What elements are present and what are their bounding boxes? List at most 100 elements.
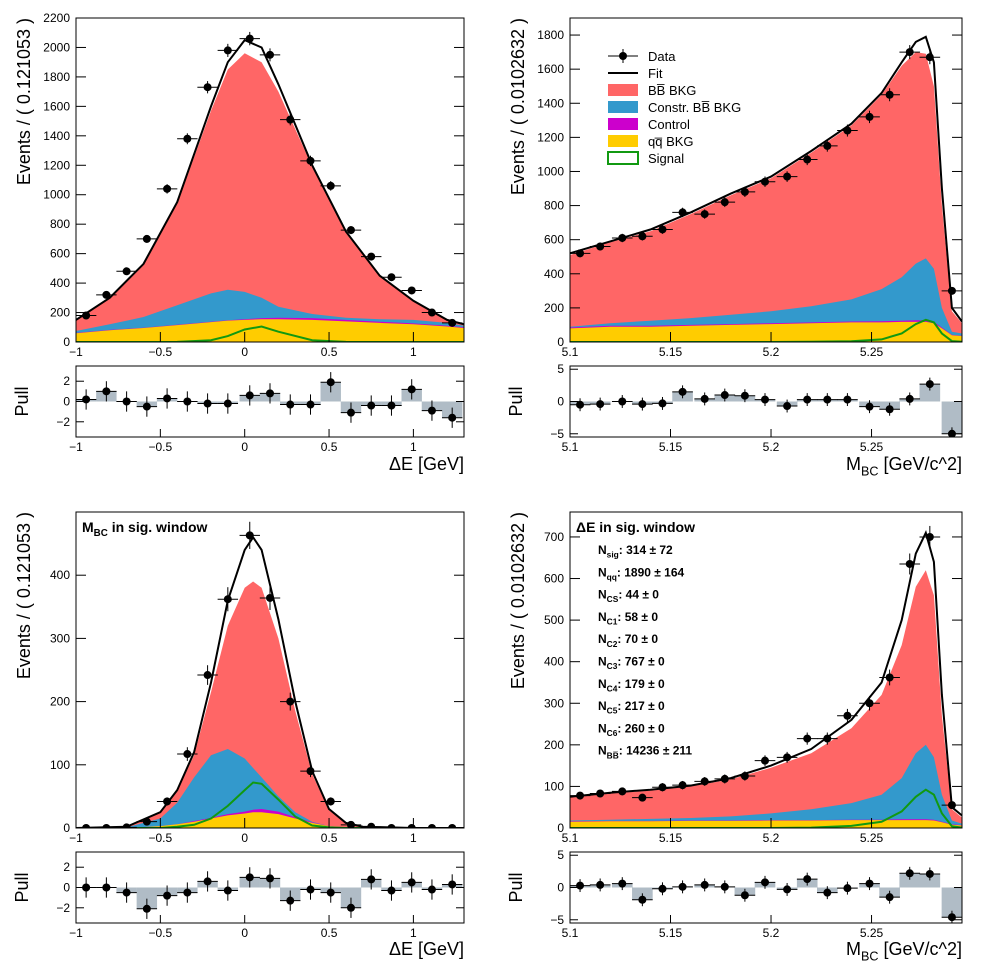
pull-marker — [367, 401, 376, 410]
data-marker — [286, 697, 295, 706]
fit-yield-label: NC6: 260 ± 0 — [598, 721, 665, 738]
pull-x-tick-label: 5.1 — [562, 440, 579, 454]
data-marker — [346, 226, 355, 235]
data-marker — [658, 783, 667, 792]
x-axis-label: ΔE [GeV] — [389, 454, 464, 474]
pull-point — [694, 392, 716, 406]
data-point — [879, 669, 900, 686]
pull-point — [816, 393, 838, 407]
pull-point — [96, 381, 117, 402]
data-marker — [102, 290, 111, 299]
pull-marker — [925, 869, 934, 878]
data-marker — [427, 308, 436, 317]
pull-marker — [203, 399, 212, 408]
data-marker — [700, 777, 709, 786]
y-tick-label: 600 — [544, 233, 564, 247]
data-marker — [720, 198, 729, 207]
pull-marker — [678, 387, 687, 396]
pull-point — [300, 879, 321, 900]
pull-point — [776, 882, 798, 896]
y-tick-label: 1600 — [537, 62, 564, 76]
data-point — [859, 696, 880, 711]
pull-marker — [203, 877, 212, 886]
pull-marker — [783, 885, 792, 894]
data-point — [340, 226, 362, 235]
pull-marker — [102, 883, 111, 892]
pull-bar — [941, 401, 962, 434]
pull-x-tick-label: 5.25 — [860, 926, 884, 940]
pull-x-tick-label: 5.25 — [860, 440, 884, 454]
data-point — [570, 791, 591, 800]
pull-point — [340, 402, 362, 423]
pull-x-tick-label: 0 — [241, 440, 248, 454]
pull-marker — [266, 874, 274, 883]
pull-marker — [823, 395, 832, 404]
pull-point — [570, 879, 591, 893]
data-point — [589, 789, 611, 798]
bb-bkg-area — [570, 52, 962, 342]
data-point — [899, 45, 921, 60]
bb-bkg-area — [76, 581, 464, 828]
pull-point — [421, 400, 443, 421]
pull-point — [796, 393, 818, 407]
pull-y-tick-label: 5 — [557, 362, 564, 376]
y-tick-label: 600 — [544, 572, 564, 586]
pull-marker — [618, 879, 627, 888]
pull-point — [361, 395, 382, 416]
fit-curve — [76, 38, 464, 326]
legend-entry-data: Data — [608, 49, 676, 64]
pull-marker — [803, 875, 812, 884]
pull-point — [672, 385, 693, 399]
pull-point — [96, 877, 117, 898]
pull-point — [259, 868, 281, 889]
y-tick-label: 1800 — [537, 28, 564, 42]
pull-point — [714, 388, 736, 402]
y-tick-label: 300 — [50, 631, 70, 645]
data-marker — [760, 177, 769, 186]
pull-x-tick-label: 5.2 — [763, 440, 780, 454]
data-marker — [823, 734, 832, 743]
pull-bar — [941, 887, 962, 918]
y-tick-label: 800 — [544, 199, 564, 213]
fit-yield-label: NBB̅: 14236 ± 211 — [598, 744, 692, 761]
pull-marker — [596, 880, 605, 889]
signal-curve — [570, 318, 962, 342]
data-point — [816, 140, 838, 152]
data-point — [259, 585, 281, 611]
pull-marker — [885, 405, 894, 414]
pull-x-tick-label: 0.5 — [321, 440, 338, 454]
pull-point — [714, 880, 736, 894]
data-point — [136, 234, 158, 243]
legend-entry-control: Control — [608, 117, 690, 132]
qq-bkg-area — [570, 820, 962, 828]
y-tick-label: 200 — [544, 301, 564, 315]
pull-marker — [865, 879, 874, 888]
pull-x-tick-label: 0 — [241, 926, 248, 940]
x-tick-label: −1 — [69, 831, 83, 845]
data-marker — [865, 699, 874, 708]
data-marker — [760, 756, 769, 765]
pull-point — [776, 399, 798, 413]
data-point — [652, 783, 673, 792]
legend-swatch — [608, 84, 638, 96]
y-axis-label: Events / ( 0.0102632 ) — [508, 18, 528, 195]
x-tick-label: −0.5 — [148, 831, 172, 845]
pull-y-label: Pull — [506, 872, 526, 902]
pull-marker — [700, 394, 709, 403]
data-marker — [163, 184, 172, 193]
x-tick-label: 0.5 — [321, 345, 338, 359]
data-marker — [82, 824, 91, 828]
data-point — [300, 765, 321, 778]
data-point — [177, 747, 198, 761]
main-frame — [75, 511, 465, 829]
qq-bkg-area — [570, 321, 962, 342]
data-point — [941, 801, 962, 810]
data-marker — [947, 801, 956, 810]
pull-bar — [919, 384, 941, 402]
x-tick-label: 5.1 — [562, 345, 579, 359]
pull-marker — [925, 380, 934, 389]
pull-marker — [387, 401, 396, 410]
constr-bb-bkg-area — [570, 258, 962, 342]
y-tick-label: 700 — [544, 530, 564, 544]
